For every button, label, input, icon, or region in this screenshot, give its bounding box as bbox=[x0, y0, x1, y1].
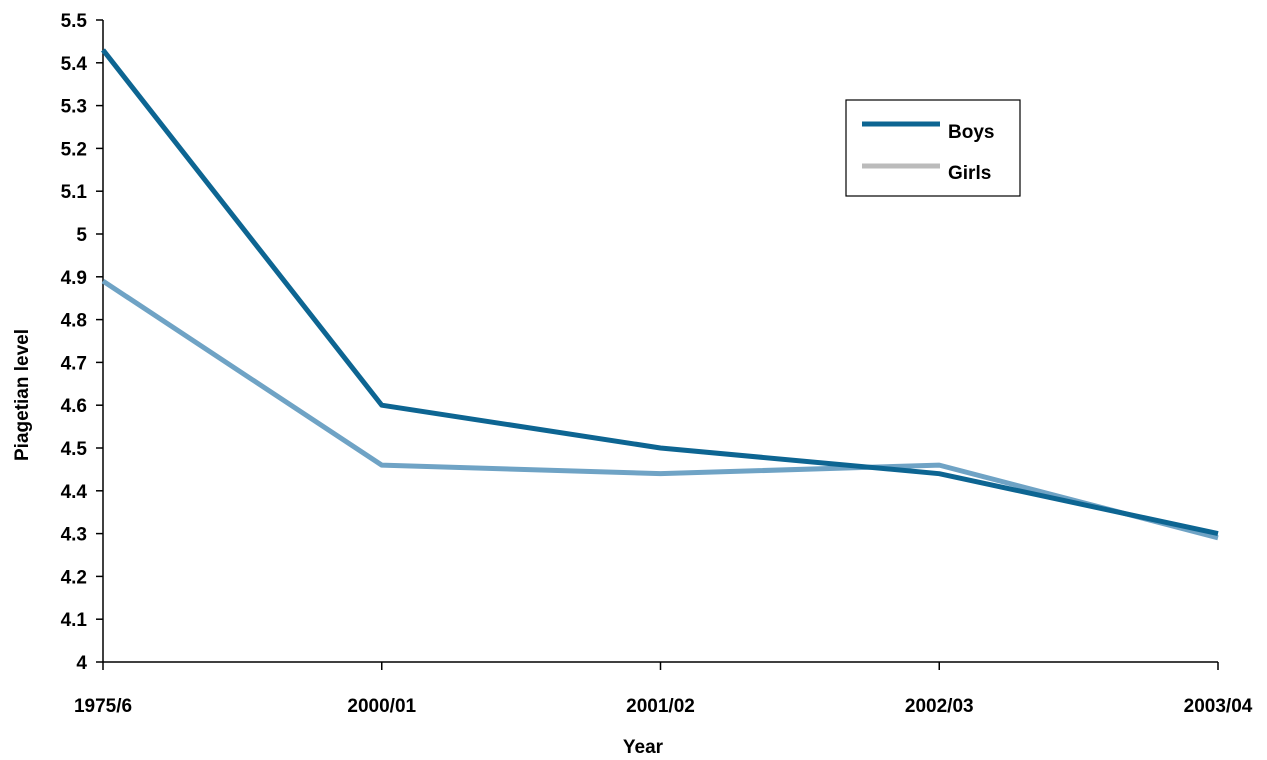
legend-box bbox=[845, 99, 1021, 197]
y-tick-label: 4.8 bbox=[61, 311, 87, 332]
x-tick-label: 2003/04 bbox=[1184, 696, 1253, 717]
series-line-girls bbox=[101, 278, 1219, 541]
y-tick-label: 4 bbox=[76, 653, 87, 674]
y-tick-label: 5.3 bbox=[61, 97, 87, 118]
y-tick-label: 5.4 bbox=[61, 54, 88, 75]
y-tick-label: 5 bbox=[76, 225, 87, 246]
y-tick-label: 4.9 bbox=[61, 268, 87, 289]
series-line-boys bbox=[101, 48, 1219, 537]
y-axis: 4 4.1 4.2 4.3 4.4 4.5 4.6 4.7 4.8 4.9 5 5.1 5.2 5.3 5.… bbox=[61, 11, 104, 674]
x-tick-label: 2000/01 bbox=[347, 696, 416, 717]
x-tick-label: 2002/03 bbox=[905, 696, 974, 717]
y-tick-label: 5.1 bbox=[61, 182, 88, 203]
y-tick-label: 4.4 bbox=[61, 482, 88, 503]
y-tick-label: 5.5 bbox=[61, 11, 88, 32]
series-layer bbox=[101, 48, 1219, 541]
x-tick-label: 1975/6 bbox=[74, 696, 132, 717]
x-axis-title: Year bbox=[623, 737, 664, 758]
x-tick-label: 2001/02 bbox=[626, 696, 695, 717]
y-tick-label: 4.1 bbox=[61, 610, 88, 631]
y-tick-label: 5.2 bbox=[61, 139, 87, 160]
legend: Boys Girls bbox=[845, 99, 1021, 197]
y-tick-label: 4.7 bbox=[61, 353, 87, 374]
y-tick-label: 4.5 bbox=[61, 439, 88, 460]
y-tick-label: 4.6 bbox=[61, 396, 87, 417]
legend-label-boys: Boys bbox=[948, 122, 994, 143]
x-axis: 1975/6 2000/01 2001/02 2002/03 2003/04 bbox=[74, 661, 1253, 717]
y-tick-label: 4.2 bbox=[61, 567, 87, 588]
y-axis-title: Piagetian level bbox=[12, 329, 33, 461]
y-tick-label: 4.3 bbox=[61, 525, 87, 546]
legend-label-girls: Girls bbox=[948, 163, 991, 184]
